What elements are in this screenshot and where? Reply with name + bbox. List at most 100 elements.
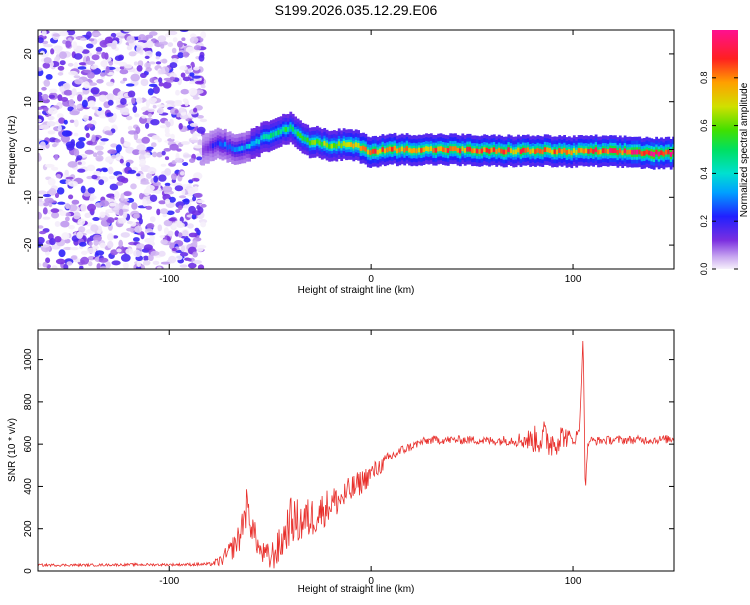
heatmap-ridge-cell [618, 148, 622, 154]
heatmap-noise-speckle [133, 132, 139, 141]
heatmap-noise-speckle [42, 216, 51, 220]
heatmap-noise-speckle [182, 51, 190, 58]
heatmap-noise-speckle [87, 256, 96, 261]
heatmap-ridge-cell [543, 147, 547, 152]
heatmap-noise-speckle [64, 169, 69, 176]
heatmap-noise-speckle [100, 138, 109, 142]
heatmap-ridge-cell [306, 137, 310, 143]
heatmap-ridge-cell [245, 144, 249, 149]
heatmap-ridge-cell [536, 148, 540, 153]
heatmap-ridge-cell [599, 149, 603, 155]
heatmap-noise-speckle [197, 264, 205, 269]
heatmap-noise-speckle [92, 152, 98, 157]
heatmap-noise-speckle [133, 213, 140, 219]
heatmap-noise-speckle [99, 72, 106, 77]
heatmap-noise-speckle [133, 249, 142, 258]
heatmap-noise-speckle [127, 90, 136, 98]
heatmap-noise-speckle [193, 66, 200, 71]
heatmap-noise-speckle [191, 177, 200, 182]
heatmap-ridge-cell [439, 146, 443, 151]
heatmap-ridge-cell [466, 146, 470, 152]
heatmap-ridge-cell [422, 147, 426, 153]
heatmap-y-tick-label: 10 [23, 96, 34, 108]
heatmap-noise-speckle [63, 89, 73, 96]
heatmap-ridge-cell [621, 150, 625, 156]
heatmap-ridge-cell [207, 146, 210, 151]
heatmap-noise-speckle [180, 88, 190, 95]
heatmap-noise-speckle [123, 141, 131, 147]
heatmap-noise-speckle [131, 97, 136, 104]
heatmap-noise-speckle [43, 79, 51, 87]
heatmap-noise-speckle [74, 119, 79, 128]
heatmap-ridge-cell [243, 145, 247, 151]
heatmap-noise-speckle [68, 180, 78, 187]
heatmap-noise-speckle [164, 126, 170, 135]
heatmap-noise-speckle [73, 75, 81, 79]
heatmap-ridge-cell [526, 147, 530, 153]
heatmap-ridge-cell [284, 127, 288, 132]
heatmap-ridge-cell [454, 146, 457, 151]
heatmap-ridge-cell [509, 148, 513, 154]
heatmap-noise-speckle [107, 149, 117, 154]
heatmap-xlabel: Height of straight line (km) [298, 285, 415, 296]
heatmap-ridge-cell [585, 148, 588, 154]
heatmap-ridge-cell [555, 149, 559, 155]
heatmap-noise-speckle [98, 179, 105, 186]
heatmap-noise-speckle [156, 104, 166, 108]
heatmap-ridge-cell [429, 146, 433, 151]
heatmap-ridge-cell [459, 148, 462, 154]
heatmap-noise-speckle [43, 193, 52, 198]
heatmap-noise-speckle [74, 78, 84, 85]
heatmap-noise-speckle [192, 240, 198, 248]
heatmap-ridge-cell [609, 148, 612, 153]
heatmap-noise-speckle [171, 222, 177, 229]
heatmap-noise-speckle [140, 181, 150, 185]
heatmap-ridge-cell [255, 138, 259, 144]
heatmap-noise-speckle [78, 226, 86, 233]
heatmap-ridge-cell [672, 149, 674, 155]
heatmap-noise-speckle [127, 169, 137, 174]
heatmap-noise-speckle [158, 82, 164, 87]
heatmap-ridge-cell [277, 130, 281, 135]
heatmap-noise-speckle [111, 260, 121, 266]
heatmap-noise-speckle [85, 60, 95, 65]
heatmap-noise-speckle [80, 203, 87, 212]
heatmap-noise-speckle [116, 181, 124, 186]
heatmap-ridge-cell [337, 141, 341, 147]
heatmap-ridge-cell [446, 148, 450, 153]
heatmap-noise-speckle [96, 109, 105, 117]
heatmap-noise-speckle [135, 266, 142, 269]
heatmap-noise-speckle [167, 30, 178, 36]
heatmap-noise-speckle [126, 220, 133, 225]
heatmap-noise-speckle [81, 250, 88, 255]
heatmap-noise-speckle [126, 45, 133, 51]
heatmap-noise-speckle [84, 212, 91, 218]
heatmap-noise-speckle [196, 115, 204, 119]
heatmap-noise-speckle [179, 252, 189, 257]
heatmap-ridge-cell [650, 151, 654, 157]
heatmap-noise-speckle [107, 166, 114, 175]
heatmap-ridge-cell [451, 146, 455, 152]
heatmap-noise-speckle [114, 190, 120, 199]
heatmap-noise-speckle [43, 107, 49, 112]
heatmap-noise-speckle [112, 235, 119, 239]
heatmap-ridge-cell [405, 146, 409, 151]
heatmap-ridge-cell [362, 145, 365, 151]
heatmap-noise-speckle [194, 80, 204, 85]
heatmap-ridge-cell [594, 147, 598, 153]
heatmap-noise-speckle [147, 88, 154, 96]
heatmap-noise-speckle [118, 239, 123, 248]
heatmap-ridge-cell [655, 149, 658, 155]
heatmap-noise-speckle [41, 30, 47, 37]
snr-background [38, 330, 674, 571]
heatmap-noise-speckle [198, 54, 205, 62]
heatmap-noise-speckle [179, 65, 188, 71]
heatmap-noise-speckle [51, 166, 59, 171]
heatmap-noise-speckle [41, 98, 51, 104]
heatmap-ridge-cell [240, 145, 244, 151]
heatmap-noise-speckle [136, 65, 143, 72]
heatmap-noise-speckle [200, 84, 206, 89]
heatmap-noise-speckle [123, 191, 132, 196]
heatmap-noise-speckle [96, 51, 102, 55]
